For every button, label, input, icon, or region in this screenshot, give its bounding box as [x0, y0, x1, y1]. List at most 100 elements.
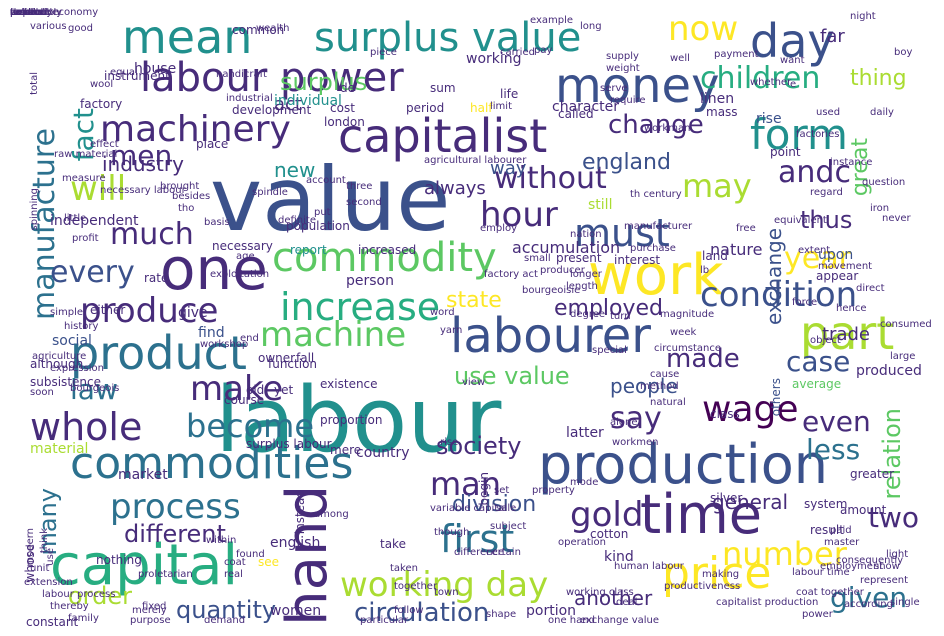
cloud-word: town — [434, 587, 459, 598]
cloud-word: process — [110, 487, 241, 527]
cloud-word: resolution — [10, 8, 60, 18]
cloud-word: factories — [796, 129, 840, 140]
cloud-word: thus — [800, 206, 853, 234]
cloud-word: rate — [144, 271, 169, 285]
cloud-word: yarn — [440, 325, 463, 336]
cloud-word: part — [800, 306, 895, 360]
cloud-word: latter — [566, 425, 604, 441]
cloud-word: good — [68, 23, 93, 34]
cloud-word: become — [186, 407, 315, 445]
cloud-word: exploitation — [210, 269, 270, 280]
cloud-word: necessary — [212, 239, 273, 253]
cloud-word: within — [206, 535, 237, 546]
cloud-word: begin — [477, 472, 491, 506]
cloud-word: half — [470, 101, 493, 115]
cloud-word: silver — [710, 491, 743, 505]
cloud-word: machinery — [100, 109, 291, 150]
cloud-word: wealth — [256, 23, 290, 34]
cloud-word: free — [736, 223, 756, 234]
cloud-word: employ — [480, 223, 518, 234]
cloud-word: must — [574, 211, 670, 255]
cloud-word: either — [90, 303, 126, 317]
cloud-word: less — [806, 433, 861, 466]
cloud-word: industry — [102, 152, 184, 176]
cloud-word: average — [792, 377, 842, 391]
cloud-word: soon — [30, 387, 54, 398]
cloud-word: nature — [710, 240, 763, 259]
cloud-word: capital — [50, 533, 239, 598]
cloud-word: present — [556, 251, 602, 265]
cloud-word: instance — [830, 157, 873, 168]
cloud-word: product — [70, 326, 247, 380]
cloud-word: society — [436, 432, 522, 460]
cloud-word: represent — [860, 575, 909, 586]
cloud-word: working — [466, 51, 522, 67]
cloud-word: set — [494, 485, 510, 496]
cloud-word: different — [124, 520, 226, 548]
cloud-word: difference — [454, 547, 505, 558]
cloud-word: whether — [750, 77, 792, 88]
cloud-word: market — [118, 467, 168, 483]
cloud-word: labourer — [450, 308, 651, 364]
cloud-word: fixed — [142, 601, 167, 612]
cloud-word: cotton — [590, 527, 629, 541]
cloud-word: cost — [330, 101, 355, 115]
cloud-word: state — [446, 288, 502, 313]
cloud-word: extension — [24, 577, 73, 588]
cloud-word: another — [574, 586, 653, 610]
cloud-word: th century — [630, 189, 682, 200]
cloud-word: taken — [390, 563, 418, 574]
cloud-word: circumstance — [654, 343, 721, 354]
cloud-word: productiveness — [664, 581, 741, 592]
cloud-word: put — [314, 207, 331, 218]
cloud-word: london — [324, 115, 365, 129]
cloud-word: turn — [610, 311, 631, 322]
cloud-word: order — [68, 582, 132, 610]
cloud-word: man — [430, 465, 502, 503]
cloud-word: show — [874, 561, 900, 572]
cloud-word: political economy — [10, 8, 99, 18]
cloud-word: commodities — [70, 438, 354, 489]
cloud-word: tho — [178, 203, 195, 214]
cloud-word: particular — [360, 615, 409, 626]
cloud-word: surplus labour — [246, 437, 332, 451]
cloud-word: according — [844, 599, 893, 610]
cloud-word: now — [668, 9, 739, 49]
cloud-word: long — [580, 21, 602, 32]
cloud-word: constant — [26, 615, 79, 628]
cloud-word: made — [666, 344, 740, 374]
cloud-word: night — [850, 11, 876, 22]
cloud-word: worker — [10, 8, 45, 18]
cloud-word: modern — [25, 528, 36, 567]
cloud-word: industrial — [226, 93, 273, 104]
cloud-word: certain — [486, 547, 521, 558]
cloud-word: whole — [30, 405, 143, 449]
cloud-word: agricultural labourer — [424, 155, 527, 166]
cloud-word: social — [52, 333, 92, 349]
cloud-word: boy — [894, 47, 913, 58]
cloud-word: among — [314, 509, 349, 520]
cloud-word: definite — [278, 215, 316, 226]
cloud-word: carried — [500, 47, 535, 58]
cloud-word: greater — [850, 467, 895, 481]
cloud-word: well — [670, 53, 690, 64]
cloud-word: mass — [706, 105, 738, 119]
cloud-word: surplus value — [314, 15, 582, 61]
cloud-word: spinning — [29, 188, 40, 231]
cloud-word: purpose — [130, 615, 171, 626]
cloud-word: constantly — [10, 8, 63, 18]
cloud-word: former — [10, 8, 44, 18]
cloud-word: coat together — [796, 587, 864, 598]
cloud-word: longer — [570, 269, 602, 280]
cloud-word: never — [882, 213, 911, 224]
cloud-word: course — [224, 393, 265, 407]
cloud-word: exchange value — [580, 615, 660, 626]
cloud-word: cause — [650, 369, 680, 380]
cloud-word: although — [30, 357, 84, 371]
cloud-word: equivalent — [774, 215, 827, 226]
cloud-word: sum — [430, 81, 456, 95]
cloud-word: regard — [810, 187, 843, 198]
cloud-word: light — [886, 549, 909, 560]
cloud-word: always — [424, 178, 486, 199]
cloud-word: gold — [570, 495, 644, 535]
